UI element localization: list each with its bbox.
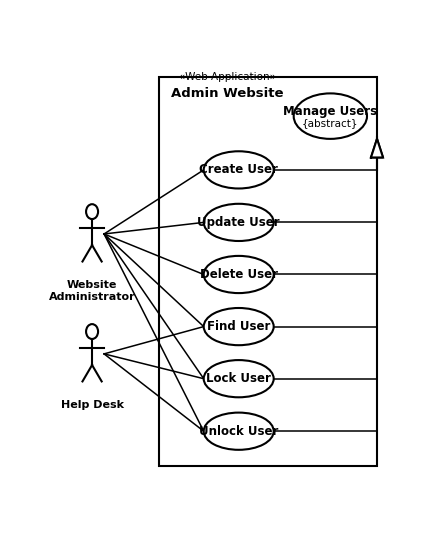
Bar — [159, 77, 377, 466]
Text: {abstract}: {abstract} — [302, 118, 359, 128]
Text: Find User: Find User — [207, 320, 270, 333]
Text: Help Desk: Help Desk — [61, 400, 123, 410]
Text: Unlock User: Unlock User — [199, 425, 278, 438]
Text: Website
Administrator: Website Administrator — [49, 280, 135, 302]
Ellipse shape — [204, 151, 273, 188]
Text: Delete User: Delete User — [200, 268, 278, 281]
Ellipse shape — [204, 360, 273, 397]
Text: Update User: Update User — [197, 216, 280, 229]
Text: «Web Application»: «Web Application» — [178, 72, 276, 82]
Ellipse shape — [204, 308, 273, 345]
Ellipse shape — [204, 412, 273, 450]
Ellipse shape — [204, 256, 273, 293]
Text: Lock User: Lock User — [206, 372, 271, 385]
Ellipse shape — [204, 204, 273, 241]
Polygon shape — [371, 139, 383, 157]
Ellipse shape — [294, 93, 367, 139]
Text: Manage Users: Manage Users — [283, 105, 378, 119]
Text: Admin Website: Admin Website — [171, 87, 283, 100]
Text: Create User: Create User — [199, 163, 278, 176]
